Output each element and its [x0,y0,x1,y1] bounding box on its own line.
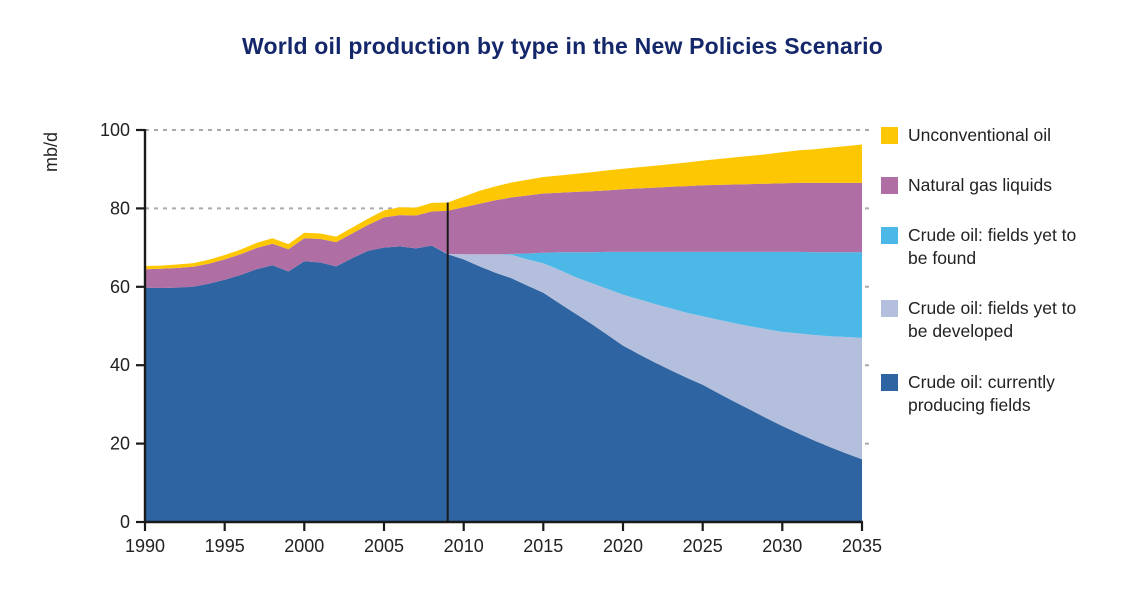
legend-swatch-crude-oil-fields-yet-to-be-developed [881,300,898,318]
y-tick-label: 80 [110,198,130,218]
x-tick-label: 2010 [444,536,484,556]
y-tick-label: 60 [110,277,130,297]
area-crude-oil-fields-yet-to-be-found [145,245,862,338]
legend-swatch-natural-gas-liquids [881,177,898,195]
area-crude-oil-currently-producing-fields [145,245,862,522]
x-tick-label: 2030 [762,536,802,556]
legend-item-natural-gas-liquids: Natural gas liquids [881,174,1097,197]
legend-label: Crude oil: fields yet to be developed [908,298,1077,342]
legend-label: Crude oil: currently producing fields [908,371,1055,415]
x-tick-label: 2020 [603,536,643,556]
legend-label: Natural gas liquids [908,175,1052,196]
legend-item-unconventional-oil: Unconventional oil [881,124,1097,147]
legend-label: Unconventional oil [908,125,1052,145]
y-tick-label: 20 [110,434,130,454]
legend-swatch-crude-oil-fields-yet-to-be-found [881,227,898,245]
area-unconventional-oil [145,144,862,270]
legend-item-crude-oil-currently-producing-fields: Crude oil: currently producing fields [881,371,1097,417]
x-tick-label: 2015 [523,536,563,556]
x-tick-label: 1990 [125,536,165,556]
area-natural-gas-liquids [145,182,862,288]
y-tick-label: 40 [110,355,130,375]
chart-title: World oil production by type in the New … [241,33,883,59]
legend-label: Crude oil: fields yet to be found [908,225,1077,269]
y-tick-label: 0 [120,512,130,532]
legend-swatch-crude-oil-currently-producing-fields [881,373,898,391]
legend-item-crude-oil-fields-yet-to-be-developed: Crude oil: fields yet to be developed [881,297,1097,343]
area-crude-oil-fields-yet-to-be-developed [145,245,862,460]
x-tick-label: 2000 [284,536,324,556]
x-tick-label: 2025 [683,536,723,556]
legend-swatch-unconventional-oil [881,127,898,144]
x-tick-label: 2005 [364,536,404,556]
y-axis-unit-label: mb/d [41,132,61,172]
chart-legend: Unconventional oil Natural gas liquids Cru… [881,124,1097,444]
x-tick-label: 1995 [205,536,245,556]
x-tick-label: 2035 [842,536,882,556]
legend-item-crude-oil-fields-yet-to-be-found: Crude oil: fields yet to be found [881,224,1097,270]
y-tick-label: 100 [100,120,130,140]
